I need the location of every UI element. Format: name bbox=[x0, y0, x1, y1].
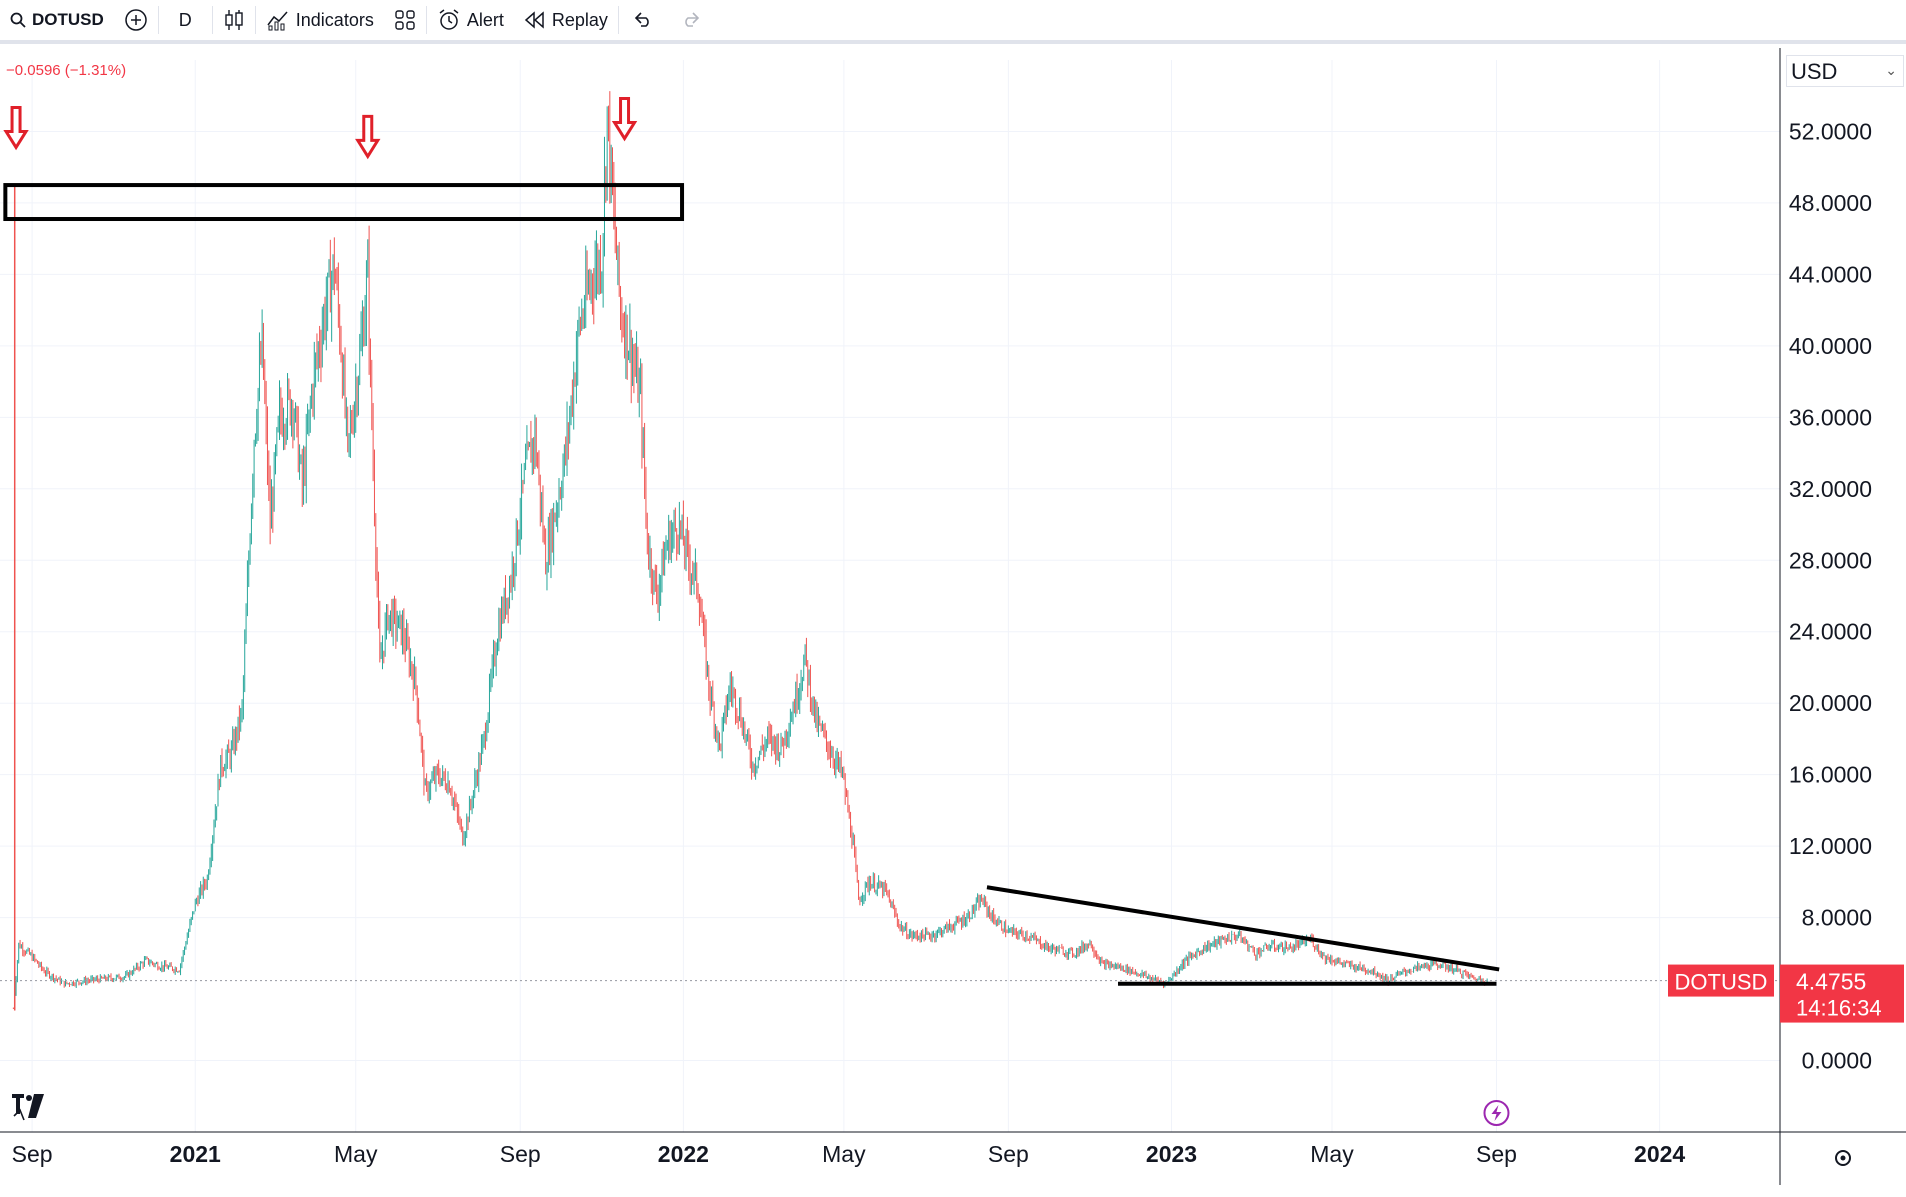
add-circle-icon bbox=[125, 9, 147, 31]
tradingview-logo-icon bbox=[12, 1094, 44, 1121]
chart-type-button[interactable] bbox=[213, 0, 255, 42]
interval-label: D bbox=[178, 9, 192, 30]
toolbar-divider bbox=[157, 6, 159, 34]
gear-icon-center bbox=[1840, 1155, 1846, 1161]
y-tick-label: 12.0000 bbox=[1789, 833, 1872, 859]
price-chart[interactable]: 52.0000 48.0000 44.0000 40.0000 36.0000 32.00… bbox=[0, 48, 1906, 1192]
undo-button[interactable] bbox=[619, 0, 667, 42]
templates-button[interactable] bbox=[384, 0, 426, 42]
y-tick-label: 20.0000 bbox=[1789, 690, 1872, 716]
x-tick-label: 2023 bbox=[1146, 1141, 1197, 1167]
indicators-button[interactable]: Indicators bbox=[256, 0, 384, 42]
toolbar-divider bbox=[254, 6, 256, 34]
currency-select[interactable]: USD ⌄ bbox=[1786, 55, 1904, 87]
price-badge-value: 4.4755 bbox=[1796, 969, 1866, 995]
symbol-label: DOTUSD bbox=[32, 10, 104, 29]
grid-icon bbox=[395, 10, 415, 30]
currency-value: USD bbox=[1791, 59, 1838, 84]
down-arrow-icon bbox=[3, 105, 29, 151]
search-icon bbox=[10, 12, 26, 28]
redo-button[interactable] bbox=[667, 0, 715, 42]
down-arrow-icon bbox=[611, 97, 638, 142]
x-tick-label: 2022 bbox=[658, 1141, 709, 1167]
y-tick-label: 32.0000 bbox=[1789, 476, 1872, 502]
countdown-label: 14:16:34 bbox=[1796, 996, 1882, 1021]
x-tick-label: Sep bbox=[500, 1141, 541, 1167]
alert-label: Alert bbox=[466, 9, 504, 30]
alarm-clock-icon bbox=[439, 9, 459, 30]
x-tick-label: Sep bbox=[988, 1141, 1029, 1167]
chart-area[interactable]: 52.0000 48.0000 44.0000 40.0000 36.0000 32.00… bbox=[0, 48, 1906, 1192]
x-tick-label: May bbox=[822, 1141, 866, 1167]
y-tick-label: 40.0000 bbox=[1789, 333, 1872, 359]
y-tick-label: 0.0000 bbox=[1802, 1048, 1872, 1074]
indicators-icon bbox=[267, 11, 288, 31]
descending-trendline bbox=[986, 885, 1500, 972]
toolbar-divider bbox=[211, 6, 213, 34]
down-arrow-icon bbox=[355, 114, 381, 160]
y-tick-label: 36.0000 bbox=[1789, 404, 1872, 430]
indicators-label: Indicators bbox=[295, 9, 374, 30]
y-tick-label: 52.0000 bbox=[1789, 118, 1872, 144]
y-tick-label: 8.0000 bbox=[1802, 905, 1872, 931]
gear-icon[interactable] bbox=[1835, 1150, 1851, 1166]
x-tick-label: May bbox=[1310, 1141, 1354, 1167]
undo-icon bbox=[634, 12, 649, 27]
x-tick-label: May bbox=[334, 1141, 378, 1167]
candles bbox=[12, 91, 1488, 1011]
replay-label: Replay bbox=[551, 9, 608, 30]
redo-icon bbox=[685, 12, 700, 27]
symbol-search[interactable]: DOTUSD bbox=[0, 0, 114, 42]
replay-button[interactable]: Replay bbox=[514, 0, 618, 42]
symbol-badge-label: DOTUSD bbox=[1675, 970, 1768, 995]
toolbar-divider bbox=[425, 6, 427, 34]
x-tick-label: Sep bbox=[12, 1141, 53, 1167]
y-tick-label: 48.0000 bbox=[1789, 190, 1872, 216]
price-badge bbox=[1780, 964, 1904, 1023]
compare-button[interactable] bbox=[114, 0, 158, 42]
lightning-icon bbox=[1491, 1105, 1502, 1121]
alert-button[interactable]: Alert bbox=[427, 0, 514, 42]
y-tick-label: 28.0000 bbox=[1789, 547, 1872, 573]
resistance-zone-rectangle bbox=[3, 183, 685, 222]
x-tick-label: 2021 bbox=[170, 1141, 221, 1167]
chevron-down-icon: ⌄ bbox=[1885, 62, 1897, 78]
y-tick-label: 16.0000 bbox=[1789, 762, 1872, 788]
top-toolbar: DOTUSD D Indicators Alert Replay bbox=[0, 0, 1906, 44]
price-change-label: −0.0596 (−1.31%) bbox=[6, 62, 127, 79]
rewind-icon bbox=[524, 11, 544, 29]
interval-button[interactable]: D bbox=[159, 0, 212, 42]
y-tick-label: 24.0000 bbox=[1789, 619, 1872, 645]
x-tick-label: Sep bbox=[1476, 1141, 1517, 1167]
toolbar-divider bbox=[617, 6, 619, 34]
y-tick-label: 44.0000 bbox=[1789, 261, 1872, 287]
x-tick-label: 2024 bbox=[1634, 1141, 1685, 1167]
candles-icon bbox=[225, 10, 243, 30]
symbol-badge bbox=[1668, 964, 1774, 997]
